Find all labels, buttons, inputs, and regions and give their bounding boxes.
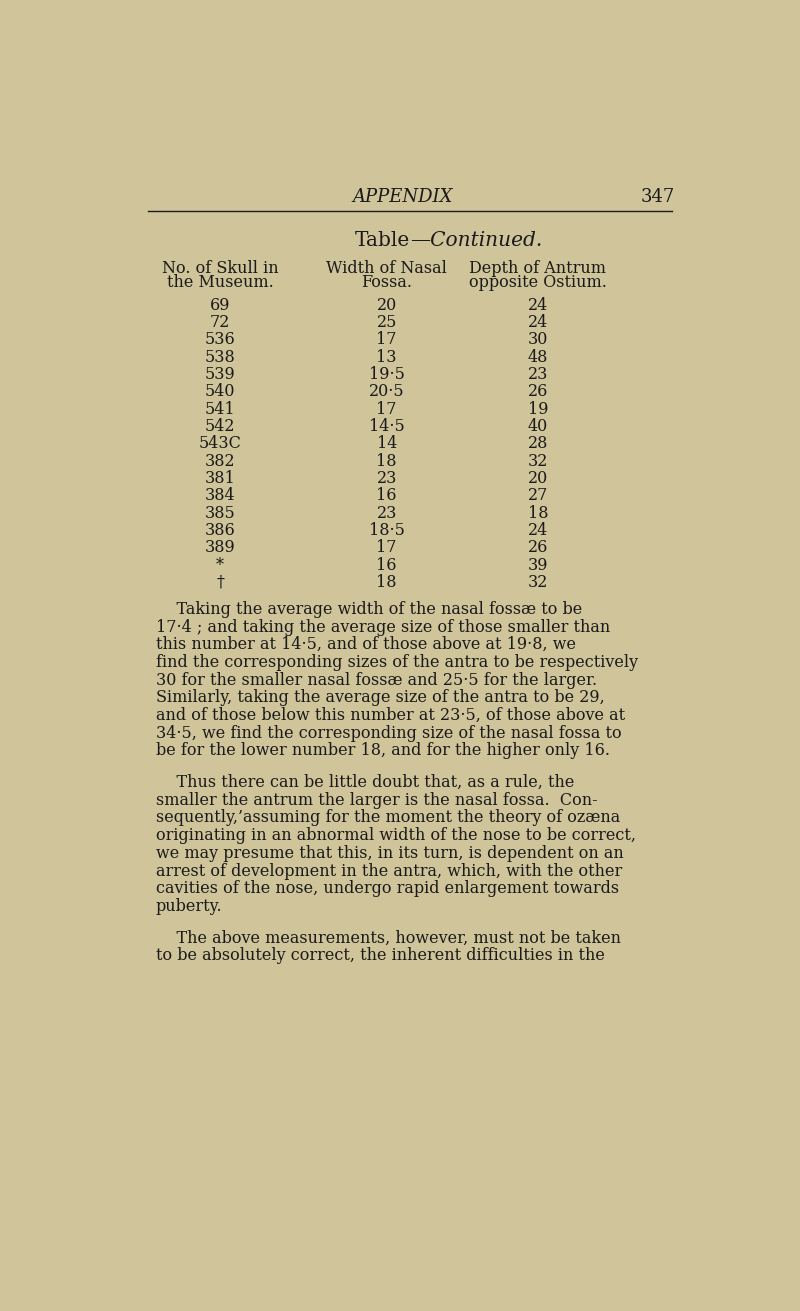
Text: 542: 542 <box>205 418 235 435</box>
Text: opposite Ostium.: opposite Ostium. <box>469 274 607 291</box>
Text: we may presume that this, in its turn, is dependent on an: we may presume that this, in its turn, i… <box>156 844 623 861</box>
Text: smaller the antrum the larger is the nasal fossa.  Con-: smaller the antrum the larger is the nas… <box>156 792 598 809</box>
Text: to be absolutely correct, the inherent difficulties in the: to be absolutely correct, the inherent d… <box>156 948 605 965</box>
Text: and of those below this number at 23·5, of those above at: and of those below this number at 23·5, … <box>156 707 625 724</box>
Text: 18: 18 <box>377 574 397 591</box>
Text: 13: 13 <box>377 349 397 366</box>
Text: No. of Skull in: No. of Skull in <box>162 261 278 278</box>
Text: 39: 39 <box>528 557 548 573</box>
Text: 382: 382 <box>205 452 235 469</box>
Text: 16: 16 <box>377 488 397 505</box>
Text: 17: 17 <box>377 539 397 556</box>
Text: 72: 72 <box>210 315 230 330</box>
Text: 30 for the smaller nasal fossæ and 25·5 for the larger.: 30 for the smaller nasal fossæ and 25·5 … <box>156 671 597 688</box>
Text: 40: 40 <box>528 418 548 435</box>
Text: 48: 48 <box>528 349 548 366</box>
Text: find the corresponding sizes of the antra to be respectively: find the corresponding sizes of the antr… <box>156 654 638 671</box>
Text: APPENDIX: APPENDIX <box>352 189 453 206</box>
Text: be for the lower number 18, and for the higher only 16.: be for the lower number 18, and for the … <box>156 742 610 759</box>
Text: this number at 14·5, and of those above at 19·8, we: this number at 14·5, and of those above … <box>156 636 576 653</box>
Text: 23: 23 <box>528 366 548 383</box>
Text: Table: Table <box>354 231 410 250</box>
Text: 20·5: 20·5 <box>369 383 405 400</box>
Text: 24: 24 <box>528 522 548 539</box>
Text: 34·5, we find the corresponding size of the nasal fossa to: 34·5, we find the corresponding size of … <box>156 725 622 742</box>
Text: 538: 538 <box>205 349 235 366</box>
Text: 381: 381 <box>205 469 235 486</box>
Text: The above measurements, however, must not be taken: The above measurements, however, must no… <box>156 929 621 947</box>
Text: Thus there can be little doubt that, as a rule, the: Thus there can be little doubt that, as … <box>156 773 574 791</box>
Text: 541: 541 <box>205 401 235 418</box>
Text: Similarly, taking the average size of the antra to be 29,: Similarly, taking the average size of th… <box>156 690 605 707</box>
Text: 543C: 543C <box>198 435 242 452</box>
Text: 18·5: 18·5 <box>369 522 405 539</box>
Text: Width of Nasal: Width of Nasal <box>326 261 447 278</box>
Text: 17: 17 <box>377 332 397 349</box>
Text: 25: 25 <box>377 315 397 330</box>
Text: arrest of development in the antra, which, with the other: arrest of development in the antra, whic… <box>156 863 622 880</box>
Text: †: † <box>216 574 224 591</box>
Text: 19·5: 19·5 <box>369 366 405 383</box>
Text: 14: 14 <box>377 435 397 452</box>
Text: 30: 30 <box>528 332 548 349</box>
Text: 389: 389 <box>205 539 235 556</box>
Text: 18: 18 <box>528 505 548 522</box>
Text: 20: 20 <box>528 469 548 486</box>
Text: originating in an abnormal width of the nose to be correct,: originating in an abnormal width of the … <box>156 827 636 844</box>
Text: 17: 17 <box>377 401 397 418</box>
Text: 19: 19 <box>528 401 548 418</box>
Text: sequently,’assuming for the moment the theory of ozæna: sequently,’assuming for the moment the t… <box>156 809 620 826</box>
Text: 24: 24 <box>528 296 548 313</box>
Text: Taking the average width of the nasal fossæ to be: Taking the average width of the nasal fo… <box>156 600 582 617</box>
Text: 28: 28 <box>528 435 548 452</box>
Text: 16: 16 <box>377 557 397 573</box>
Text: 386: 386 <box>205 522 235 539</box>
Text: 18: 18 <box>377 452 397 469</box>
Text: 347: 347 <box>641 189 675 206</box>
Text: 27: 27 <box>528 488 548 505</box>
Text: puberty.: puberty. <box>156 898 222 915</box>
Text: 536: 536 <box>205 332 235 349</box>
Text: 32: 32 <box>528 574 548 591</box>
Text: 384: 384 <box>205 488 235 505</box>
Text: 24: 24 <box>528 315 548 330</box>
Text: Depth of Antrum: Depth of Antrum <box>470 261 606 278</box>
Text: 539: 539 <box>205 366 235 383</box>
Text: 32: 32 <box>528 452 548 469</box>
Text: 26: 26 <box>528 539 548 556</box>
Text: 540: 540 <box>205 383 235 400</box>
Text: Fossa.: Fossa. <box>362 274 412 291</box>
Text: 23: 23 <box>377 469 397 486</box>
Text: the Museum.: the Museum. <box>166 274 274 291</box>
Text: 69: 69 <box>210 296 230 313</box>
Text: 385: 385 <box>205 505 235 522</box>
Text: 17·4 ; and taking the average size of those smaller than: 17·4 ; and taking the average size of th… <box>156 619 610 636</box>
Text: 14·5: 14·5 <box>369 418 405 435</box>
Text: 23: 23 <box>377 505 397 522</box>
Text: *: * <box>216 557 224 573</box>
Text: 20: 20 <box>377 296 397 313</box>
Text: 26: 26 <box>528 383 548 400</box>
Text: cavities of the nose, undergo rapid enlargement towards: cavities of the nose, undergo rapid enla… <box>156 880 619 897</box>
Text: —Continued.: —Continued. <box>410 231 542 250</box>
